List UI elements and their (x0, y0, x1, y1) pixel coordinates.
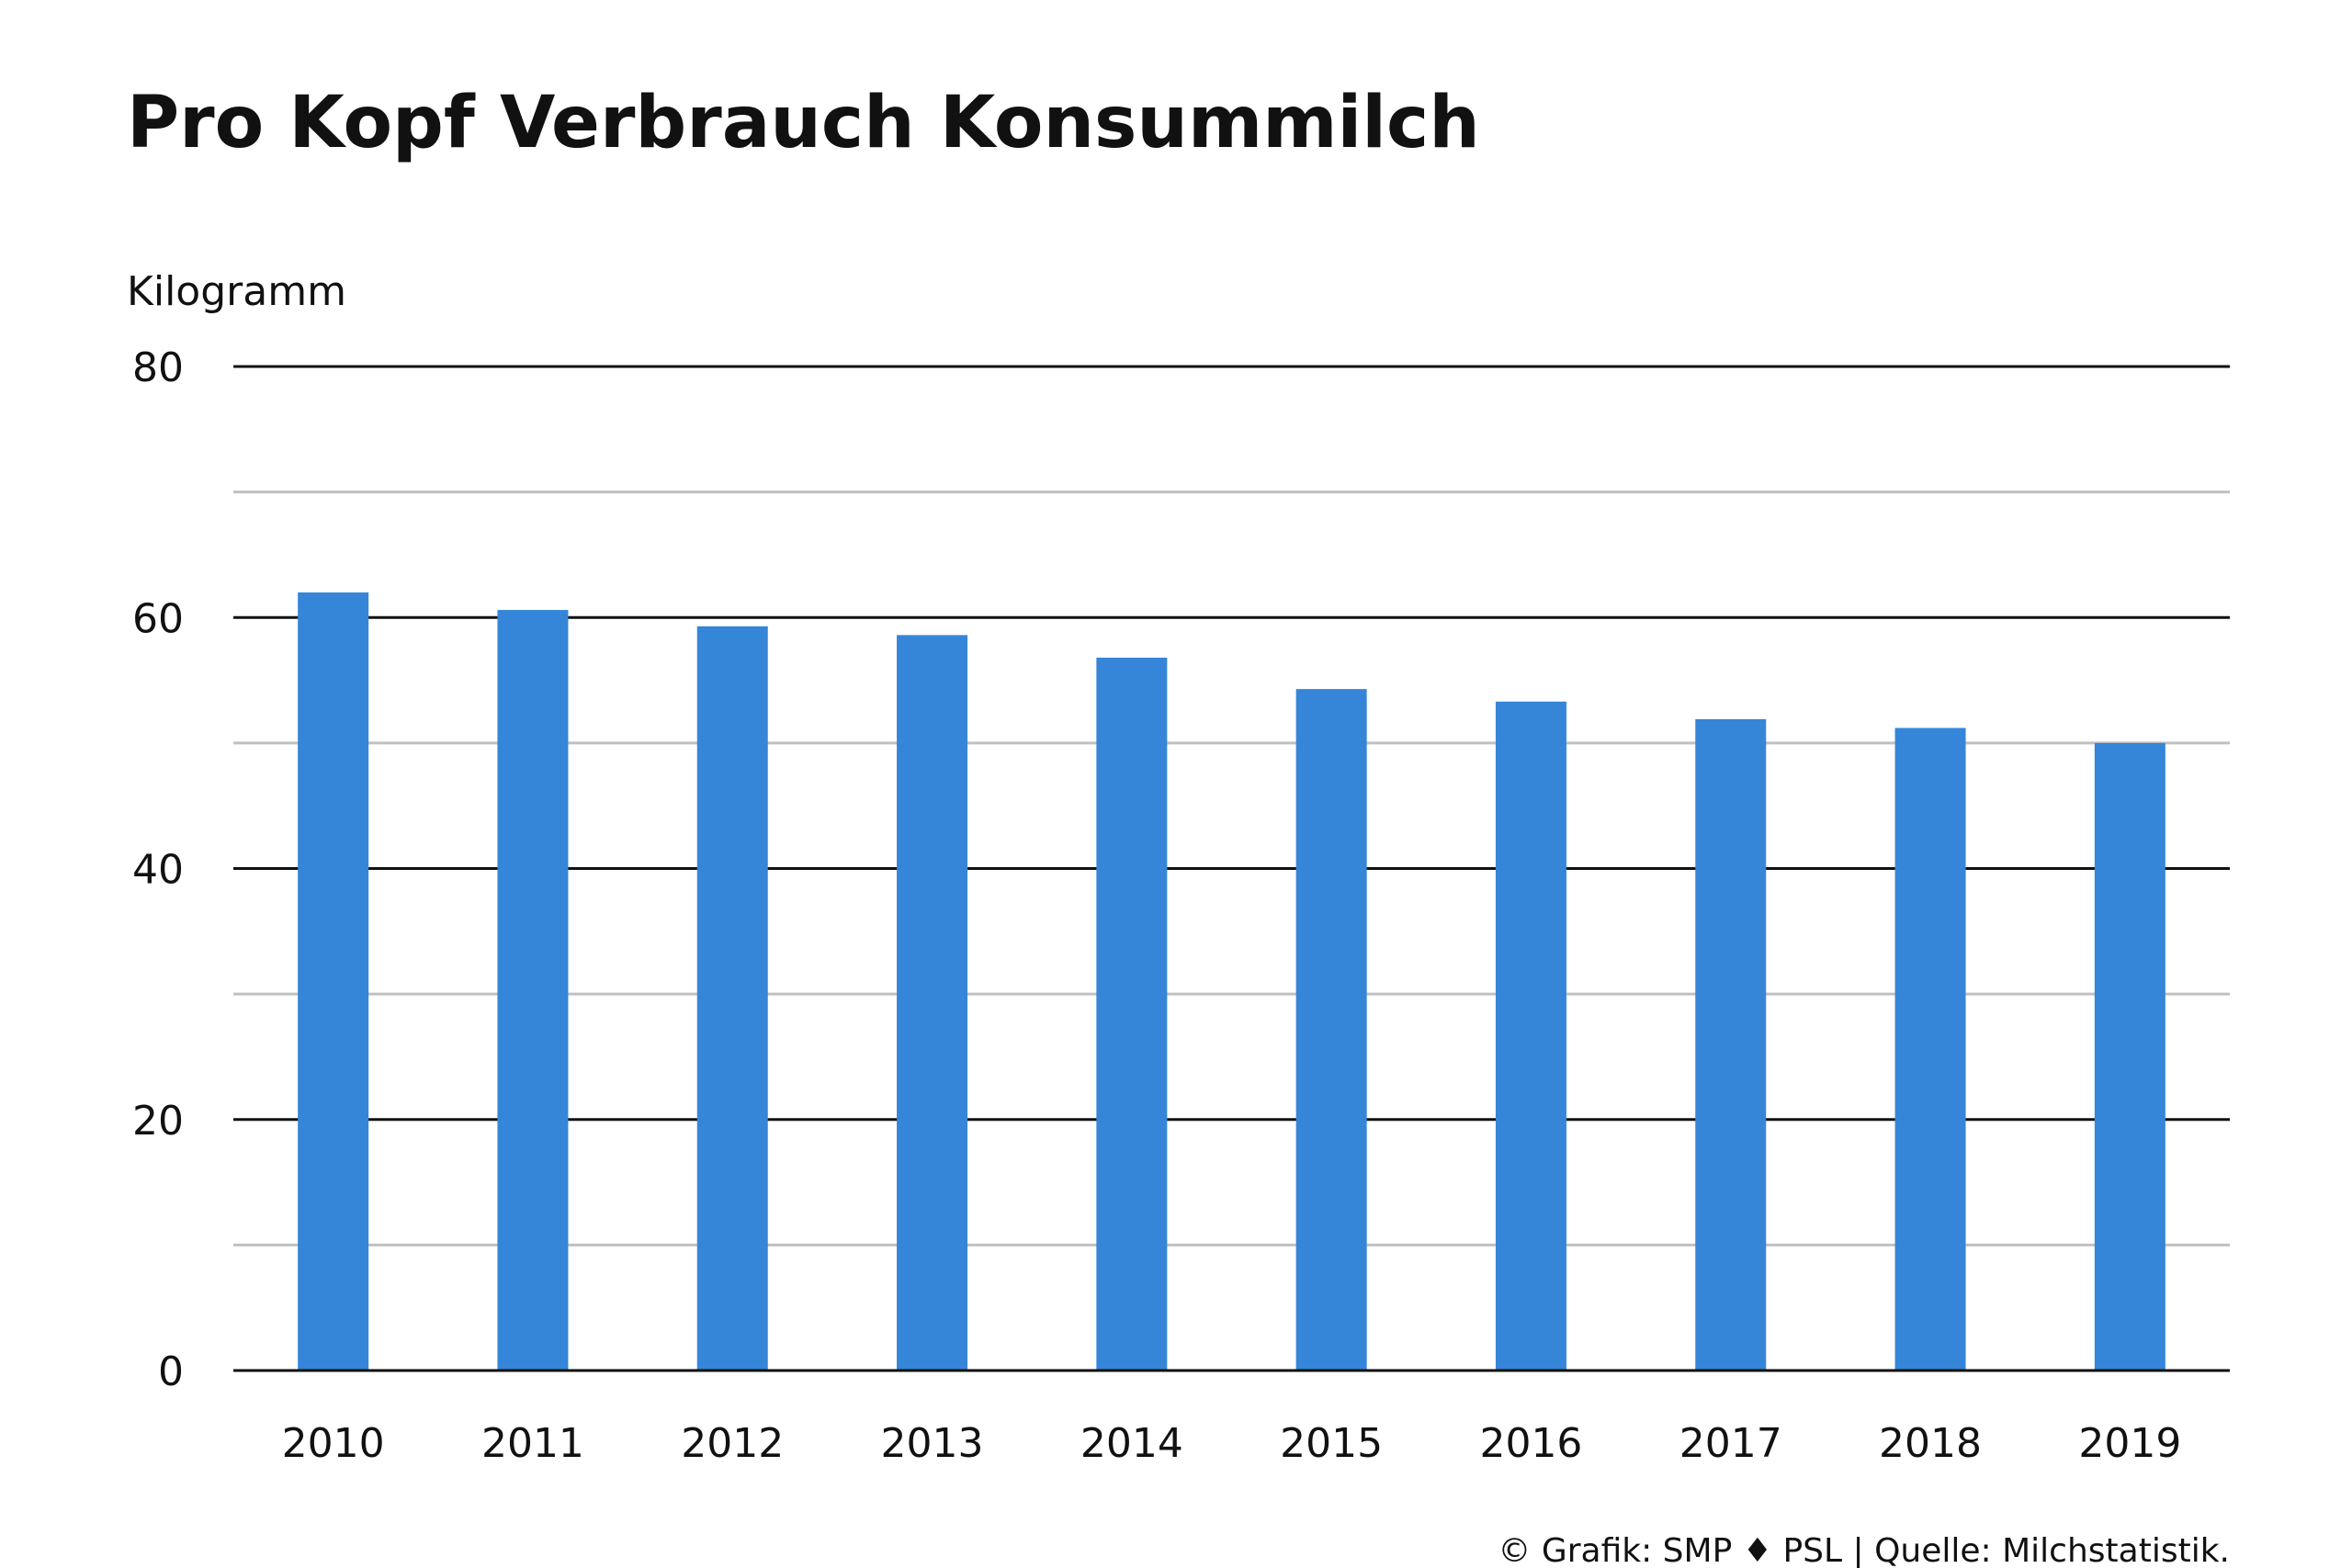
bar-2015 (1295, 689, 1367, 1371)
y-tick-label: 60 (132, 595, 184, 642)
chart-title: Pro Kopf Verbrauch Konsummilch (127, 82, 1480, 164)
y-tick-label: 40 (132, 847, 184, 894)
x-tick-label: 2012 (681, 1420, 784, 1467)
bar-2012 (696, 626, 768, 1371)
x-tick-label: 2010 (282, 1420, 385, 1467)
x-tick-label: 2011 (481, 1420, 584, 1467)
bars (233, 592, 2230, 1372)
y-axis-unit-label: Kilogramm (127, 268, 346, 315)
source-note: © Grafik: SMP ♦ PSL | Quelle: Milchstati… (1498, 1532, 2230, 1568)
x-tick-label: 2017 (1679, 1420, 1782, 1467)
y-axis-ticks: 0 20 40 60 80 (132, 344, 184, 1395)
x-tick-label: 2016 (1479, 1420, 1582, 1467)
x-tick-label: 2015 (1280, 1420, 1383, 1467)
x-tick-label: 2014 (1080, 1420, 1183, 1467)
y-tick-label: 80 (132, 344, 184, 391)
y-tick-label: 0 (158, 1348, 184, 1395)
bar-2018 (1894, 728, 1966, 1371)
bar-2011 (497, 610, 569, 1371)
bar-2014 (1096, 657, 1168, 1371)
bar-2010 (298, 592, 369, 1371)
x-tick-label: 2018 (1879, 1420, 1982, 1467)
bar-2016 (1495, 701, 1566, 1371)
bar-2019 (2094, 742, 2165, 1371)
x-axis-ticks: 2010 2011 2012 2013 2014 2015 2016 2017 2018 2019 (282, 1420, 2182, 1467)
x-tick-label: 2013 (881, 1420, 984, 1467)
y-tick-label: 20 (132, 1098, 184, 1145)
bar-2013 (897, 635, 968, 1371)
bar-2017 (1695, 718, 1767, 1371)
x-tick-label: 2019 (2078, 1420, 2181, 1467)
